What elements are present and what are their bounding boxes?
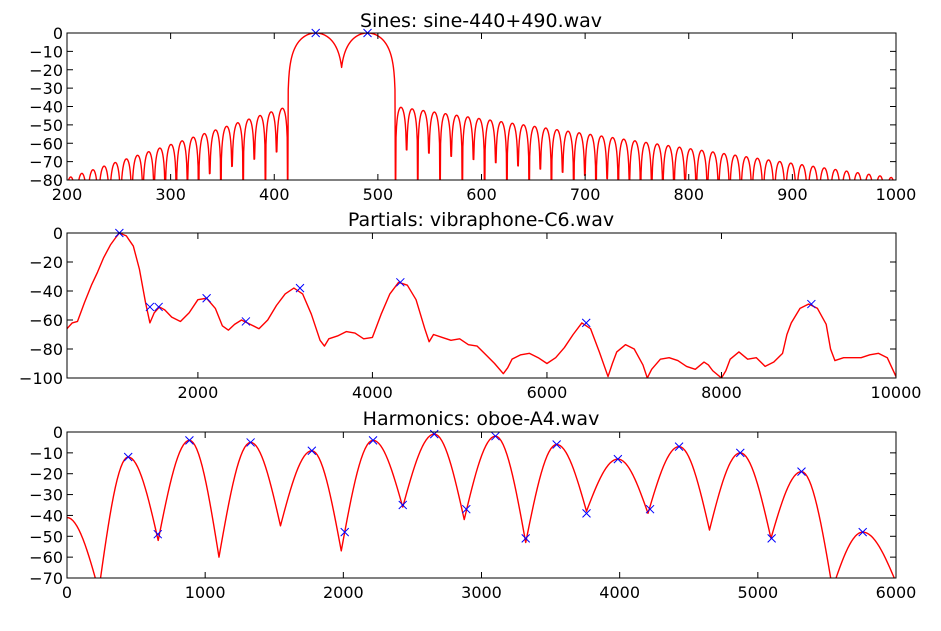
x-tick-label: 400 <box>259 185 290 204</box>
y-tick-label: −100 <box>19 369 63 388</box>
series-line <box>67 33 894 180</box>
peak-marker <box>429 429 439 439</box>
peak-marker <box>797 467 806 476</box>
y-tick-label: 0 <box>53 24 63 43</box>
x-tick-label: 500 <box>363 185 394 204</box>
x-tick-label: 2000 <box>323 583 364 602</box>
x-tick-label: 6000 <box>876 583 917 602</box>
peak-marker <box>735 448 745 458</box>
y-tick-label: −20 <box>29 61 63 80</box>
peak-marker <box>307 446 317 456</box>
peak-marker <box>645 504 655 514</box>
y-tick-label: −60 <box>29 311 63 330</box>
y-tick-label: −40 <box>29 98 63 117</box>
peak-marker <box>395 277 405 287</box>
y-tick-label: −20 <box>29 465 63 484</box>
x-tick-label: 10000 <box>871 383 922 402</box>
x-tick-label: 5000 <box>737 583 778 602</box>
x-tick-label: 4000 <box>352 383 393 402</box>
x-tick-label: 300 <box>155 185 186 204</box>
peak-marker <box>491 431 500 441</box>
peak-marker <box>295 283 305 293</box>
peak-marker <box>145 302 155 312</box>
chart-title: Partials: vibraphone-C6.wav <box>348 209 614 231</box>
y-tick-label: 0 <box>53 423 63 442</box>
y-tick-label: 0 <box>53 224 63 243</box>
series-line <box>67 233 896 378</box>
y-tick-label: −40 <box>29 506 63 525</box>
x-tick-label: 3000 <box>461 583 502 602</box>
peak-marker <box>613 454 623 464</box>
y-tick-label: −80 <box>29 340 63 359</box>
series-line <box>67 433 895 578</box>
peak-marker <box>807 299 816 309</box>
y-tick-label: −80 <box>29 171 63 190</box>
peak-marker <box>154 302 163 312</box>
x-tick-label: 2000 <box>178 383 219 402</box>
plot-frame <box>66 232 897 379</box>
y-tick-label: −70 <box>29 153 63 172</box>
y-tick-label: −50 <box>29 116 63 135</box>
peak-marker <box>123 452 133 462</box>
x-tick-label: 0 <box>62 583 72 602</box>
y-tick-label: −20 <box>29 253 63 272</box>
y-tick-label: −70 <box>29 569 63 588</box>
chart-sines: Sines: sine-440+490.wav 200 300 400 500 600 7… <box>29 10 917 204</box>
y-tick-label: −30 <box>29 79 63 98</box>
peak-marker <box>246 438 255 447</box>
peak-marker <box>581 318 591 328</box>
peak-marker <box>521 534 531 543</box>
chart-partials: Partials: vibraphone-C6.wav 2000 4000 6000… <box>19 209 921 402</box>
peak-marker <box>552 440 562 449</box>
chart-title: Harmonics: oboe-A4.wav <box>363 408 600 430</box>
x-tick-label: 1000 <box>185 583 226 602</box>
x-tick-label: 800 <box>673 185 704 204</box>
y-tick-label: −30 <box>29 486 63 505</box>
peak-marker <box>241 317 251 326</box>
y-tick-label: −60 <box>29 134 63 153</box>
chart-title: Sines: sine-440+490.wav <box>360 10 602 32</box>
x-tick-label: 600 <box>466 185 497 204</box>
y-tick-label: −50 <box>29 527 63 546</box>
x-tick-label: 900 <box>777 185 808 204</box>
peak-marker <box>767 534 777 543</box>
x-tick-label: 4000 <box>599 583 640 602</box>
peak-marker <box>398 500 408 510</box>
peak-marker <box>858 527 868 537</box>
peak-marker <box>202 293 211 303</box>
peak-marker <box>674 442 684 451</box>
y-tick-label: −40 <box>29 282 63 301</box>
x-tick-label: 200 <box>52 185 83 204</box>
y-tick-label: −10 <box>29 444 63 463</box>
y-tick-label: −60 <box>29 548 63 567</box>
x-tick-label: 6000 <box>527 383 568 402</box>
x-tick-label: 700 <box>570 185 601 204</box>
chart-harmonics: Harmonics: oboe-A4.wav 0 1000 2000 3000 4000… <box>29 408 916 602</box>
x-tick-label: 8000 <box>701 383 742 402</box>
peak-marker <box>153 529 163 539</box>
peak-marker <box>340 527 350 537</box>
peak-marker <box>185 435 194 445</box>
peak-marker <box>582 508 591 518</box>
x-tick-label: 1000 <box>876 185 917 204</box>
peak-marker <box>461 504 471 514</box>
peak-marker <box>368 435 378 445</box>
y-tick-label: −10 <box>29 42 63 61</box>
